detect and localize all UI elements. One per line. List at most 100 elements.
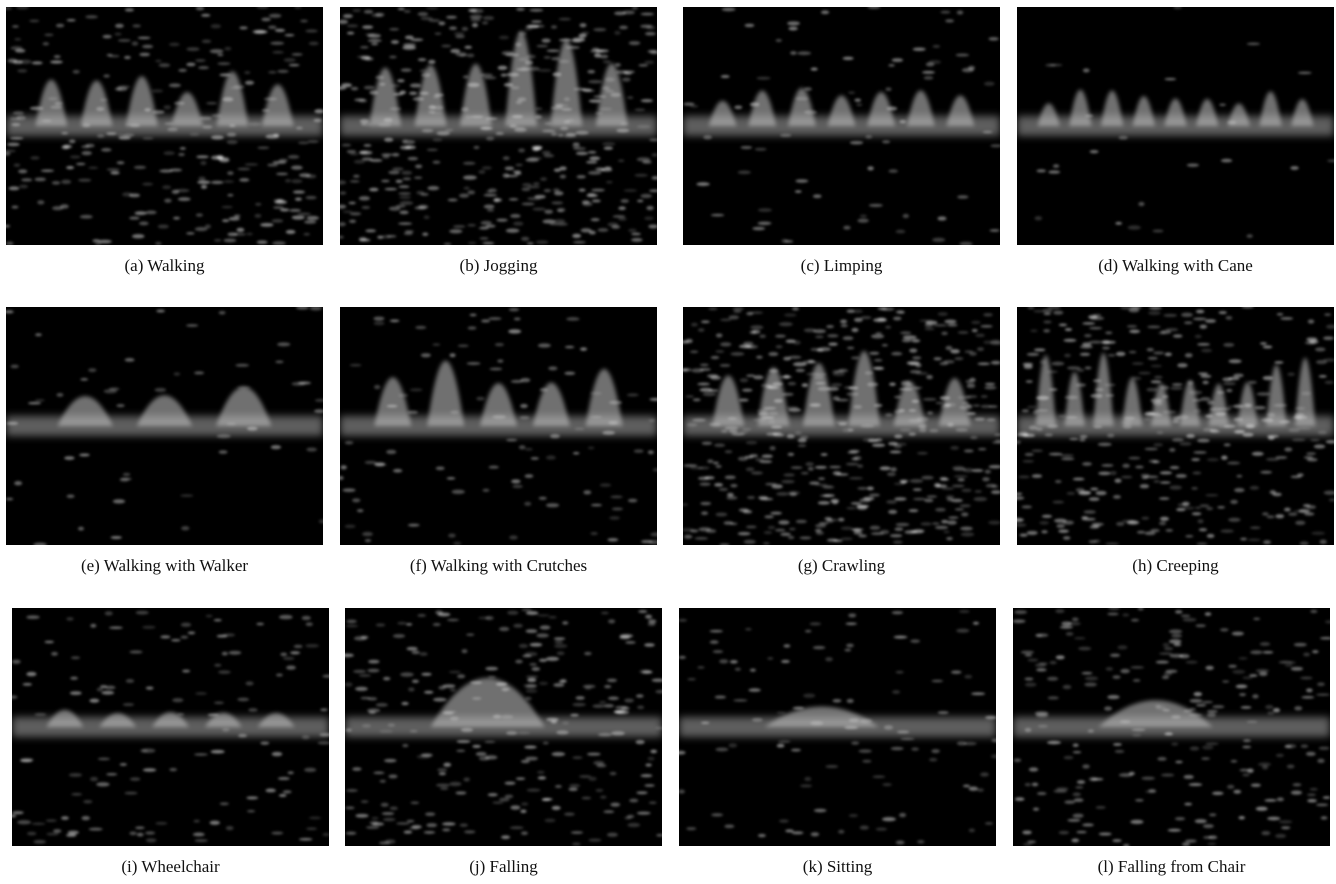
speckle	[1311, 531, 1326, 535]
speckle	[728, 315, 740, 320]
speckle	[291, 179, 303, 184]
speckle	[1098, 471, 1111, 476]
speckle	[618, 217, 627, 221]
speckle	[227, 171, 234, 176]
speckle	[1267, 816, 1281, 821]
speckle	[504, 166, 515, 171]
speckle	[388, 206, 401, 211]
speckle	[723, 521, 734, 525]
speckle	[425, 7, 439, 10]
speckle	[767, 657, 774, 660]
speckle	[941, 487, 955, 490]
speckle	[1112, 743, 1122, 746]
speckle	[845, 622, 857, 626]
speckle	[532, 207, 546, 211]
speckle	[524, 27, 532, 31]
speckle	[363, 85, 376, 90]
speckle	[1078, 646, 1092, 651]
speckle	[426, 148, 438, 152]
speckle	[390, 40, 400, 44]
speckle	[548, 616, 557, 619]
speckle	[1180, 614, 1191, 618]
speckle	[757, 833, 766, 838]
speckle	[845, 462, 859, 466]
speckle	[66, 494, 75, 499]
speckle	[415, 325, 427, 330]
speckle	[1176, 508, 1186, 512]
speckle	[1223, 342, 1235, 347]
speckle	[97, 757, 110, 761]
speckle	[1024, 677, 1034, 681]
speckle	[869, 525, 881, 530]
speckle	[650, 532, 657, 537]
speckle	[991, 441, 1000, 444]
speckle	[506, 438, 518, 442]
speckle	[521, 202, 535, 206]
speckle	[106, 168, 120, 171]
speckle	[634, 108, 646, 112]
speckle	[1130, 819, 1144, 825]
speckle	[1024, 653, 1033, 657]
caption: (e) Walking with Walker	[81, 556, 248, 575]
speckle	[770, 511, 783, 515]
speckle	[591, 199, 601, 203]
speckle	[484, 755, 498, 760]
speckle	[910, 639, 921, 643]
speckle	[479, 237, 489, 240]
speckle	[382, 155, 390, 159]
speckle	[309, 307, 322, 311]
speckle	[1150, 528, 1160, 533]
speckle	[644, 643, 655, 647]
speckle	[752, 226, 766, 231]
speckle	[349, 152, 359, 156]
speckle	[223, 238, 237, 243]
speckle	[797, 438, 807, 443]
speckle	[1088, 497, 1100, 502]
speckle	[1072, 792, 1081, 797]
speckle	[482, 488, 490, 492]
speckle	[753, 375, 764, 380]
speckle	[180, 635, 189, 639]
speckle	[21, 178, 33, 182]
speckle	[194, 839, 208, 842]
speckle	[466, 53, 475, 58]
speckle	[69, 691, 82, 696]
speckle	[1114, 749, 1125, 753]
speckle	[456, 739, 471, 744]
speckle	[912, 356, 922, 360]
speckle	[348, 201, 356, 205]
speckle	[534, 194, 546, 199]
speckle	[789, 492, 798, 497]
speckle	[1195, 624, 1206, 628]
caption: (l) Falling from Chair	[1098, 857, 1246, 876]
speckle	[248, 708, 258, 712]
speckle	[227, 232, 238, 237]
speckle	[85, 143, 95, 148]
speckle	[1161, 773, 1175, 777]
speckle	[70, 656, 81, 660]
speckle	[740, 145, 753, 150]
speckle	[543, 56, 551, 59]
speckle	[135, 826, 145, 830]
spectrogram	[683, 307, 1000, 545]
speckle	[1138, 201, 1145, 207]
speckle	[556, 207, 566, 213]
speckle	[701, 441, 713, 446]
speckle	[416, 754, 431, 759]
speckle	[636, 811, 651, 815]
speckle	[420, 16, 433, 21]
speckle	[544, 818, 556, 823]
speckle	[1034, 216, 1043, 221]
speckle	[797, 51, 812, 56]
speckle	[587, 192, 596, 197]
speckle	[1317, 682, 1325, 687]
speckle	[697, 328, 705, 332]
speckle	[362, 531, 373, 537]
speckle	[1316, 693, 1330, 696]
speckle	[734, 667, 741, 671]
speckle	[482, 15, 495, 21]
speckle	[1306, 457, 1318, 462]
speckle	[778, 819, 789, 823]
speckle	[26, 671, 37, 677]
speckle	[1194, 819, 1207, 824]
